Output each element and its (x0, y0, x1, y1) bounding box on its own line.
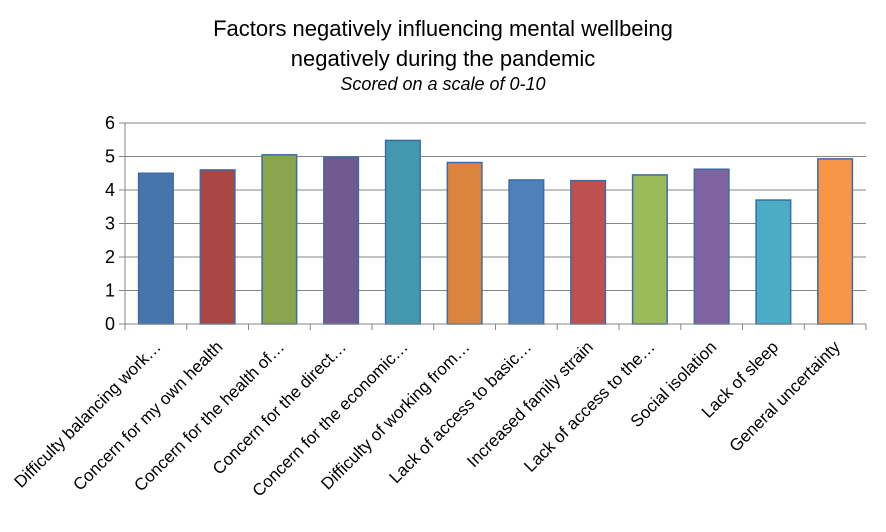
y-tick-label: 3 (105, 214, 115, 234)
y-tick-label: 1 (105, 281, 115, 301)
bar (755, 199, 792, 325)
chart-title: Factors negatively influencing mental we… (0, 14, 886, 94)
bars (137, 139, 854, 325)
chart-title-line-1: Factors negatively influencing mental we… (213, 16, 673, 41)
y-tick-label: 6 (105, 113, 115, 133)
bar (817, 158, 854, 325)
y-tick-label: 0 (105, 314, 115, 334)
y-tick-label: 2 (105, 247, 115, 267)
axes (124, 123, 867, 330)
bar (323, 156, 360, 325)
y-tick-label: 5 (105, 147, 115, 167)
bar (570, 179, 607, 325)
gridlines (125, 122, 866, 291)
chart-title-line-2: negatively during the pandemic (290, 46, 596, 71)
bar (693, 168, 730, 325)
y-axis-ticks: 0 1 2 3 4 5 6 (105, 113, 125, 334)
x-category-label: General uncertainty (726, 337, 845, 456)
bar (446, 161, 483, 325)
bar (508, 179, 545, 325)
y-tick-label: 4 (105, 180, 115, 200)
x-category-label: Increased family strain (463, 337, 597, 471)
bar (261, 154, 298, 325)
bar (384, 139, 421, 325)
bar (631, 174, 668, 325)
chart-subtitle: Scored on a scale of 0-10 (340, 74, 546, 94)
bar (137, 172, 174, 325)
x-axis-labels: Difficulty balancing work…Concern for my… (11, 337, 845, 500)
bar (199, 169, 236, 325)
